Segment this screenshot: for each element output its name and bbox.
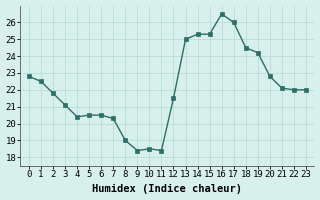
X-axis label: Humidex (Indice chaleur): Humidex (Indice chaleur) (92, 184, 243, 194)
